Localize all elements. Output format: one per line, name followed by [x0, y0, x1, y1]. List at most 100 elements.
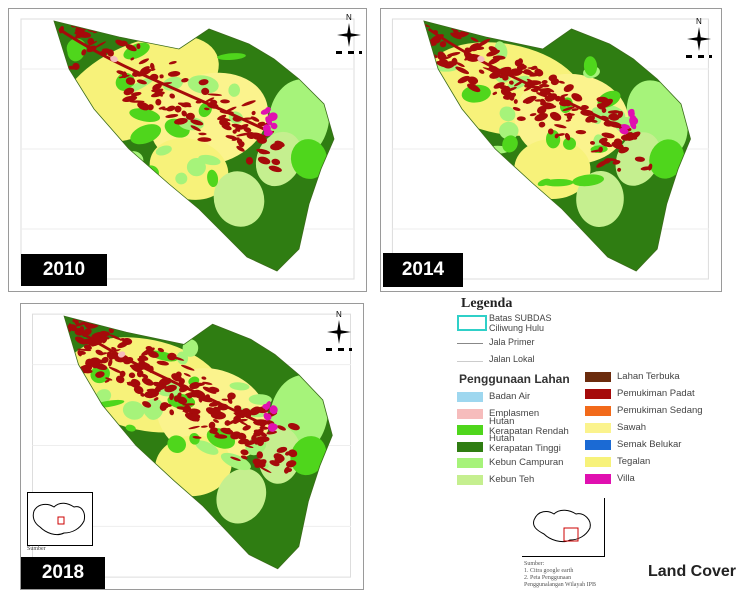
- dense-settlement-patch: [590, 140, 595, 145]
- dense-settlement-patch: [224, 118, 231, 122]
- dense-settlement-patch: [207, 93, 222, 96]
- dense-settlement-patch: [237, 432, 247, 441]
- dense-settlement-patch: [508, 68, 523, 76]
- boundary-swatch: [457, 315, 487, 331]
- local-road-swatch: [457, 361, 483, 362]
- dense-settlement-patch: [414, 17, 419, 24]
- dense-settlement-patch: [221, 124, 232, 131]
- dense-settlement-patch: [74, 320, 79, 325]
- dense-settlement-patch: [190, 119, 204, 126]
- land-cover-map-2018: [31, 313, 351, 578]
- dense-settlement-patch: [236, 138, 243, 145]
- dense-settlement-patch: [451, 22, 460, 27]
- dense-settlement-patch: [502, 75, 509, 81]
- dense-settlement-patch: [527, 67, 539, 70]
- dense-settlement-patch: [198, 79, 209, 86]
- source-block: Sumber: 1. Citra google earth 2. Peta Pe…: [520, 498, 605, 590]
- legend-swatch: [585, 474, 611, 484]
- dense-settlement-patch: [181, 364, 195, 371]
- dense-settlement-patch: [136, 79, 147, 85]
- dense-settlement-patch: [259, 466, 272, 474]
- dense-settlement-patch: [128, 372, 136, 379]
- dense-settlement-patch: [271, 158, 281, 166]
- primary-road-swatch: [457, 343, 483, 344]
- dense-settlement-patch: [612, 159, 621, 165]
- forest-low-density-patch: [167, 435, 187, 454]
- dense-settlement-patch: [227, 397, 233, 404]
- legend-swatch: [585, 406, 611, 416]
- dense-settlement-patch: [167, 71, 181, 77]
- dense-settlement-patch: [209, 429, 220, 436]
- legend-label: Kebun Campuran: [489, 457, 564, 468]
- dense-settlement-patch: [159, 74, 164, 79]
- land-use-patches: [54, 21, 330, 227]
- dense-settlement-patch: [529, 74, 541, 77]
- dense-settlement-patch: [171, 373, 182, 382]
- forest-low-density-patch: [125, 424, 136, 432]
- dense-settlement-patch: [224, 420, 231, 426]
- legend-label: Hutan Kerapatan Rendah: [489, 416, 569, 437]
- dense-settlement-patch: [522, 70, 537, 76]
- dense-settlement-patch: [201, 87, 210, 96]
- forest-low-density-patch: [122, 401, 145, 420]
- forest-low-density-patch: [182, 339, 199, 357]
- land-use-patches: [64, 316, 329, 524]
- legend-swatch: [457, 425, 483, 435]
- dense-settlement-patch: [571, 93, 583, 102]
- dense-settlement-patch: [202, 386, 217, 394]
- forest-low-density-patch: [572, 174, 605, 187]
- dense-settlement-patch: [231, 137, 240, 141]
- dense-settlement-patch: [182, 403, 195, 406]
- dense-settlement-patch: [74, 28, 85, 35]
- dense-settlement-patch: [634, 156, 645, 162]
- dense-settlement-patch: [270, 142, 283, 151]
- dense-settlement-patch: [585, 115, 595, 123]
- dense-settlement-patch: [467, 83, 481, 93]
- source-line-2: 2. Peta Penggunaan: [524, 575, 572, 581]
- dense-settlement-patch: [156, 360, 169, 366]
- boundary-label-2: Ciliwung Hulu: [489, 323, 545, 333]
- dense-settlement-patch: [159, 404, 167, 411]
- dense-settlement-patch: [107, 359, 113, 367]
- dense-settlement-patch: [54, 54, 59, 59]
- dense-settlement-patch: [626, 131, 641, 141]
- dense-settlement-patch: [539, 83, 550, 88]
- dense-settlement-patch: [565, 119, 572, 122]
- dense-settlement-patch: [221, 398, 228, 401]
- dense-settlement-patch: [117, 341, 129, 349]
- forest-low-density-patch: [73, 174, 106, 194]
- dense-settlement-patch: [162, 107, 176, 111]
- forest-low-density-patch: [583, 56, 598, 76]
- land-cover-map-2014: [391, 17, 709, 280]
- source-line-3: Penggunalangan Wilayah IPB: [524, 582, 596, 588]
- dense-settlement-patch: [276, 446, 288, 453]
- dense-settlement-patch: [252, 458, 266, 468]
- dense-settlement-patch: [256, 451, 264, 459]
- emplasmen-patch: [477, 55, 485, 63]
- primary-road: [68, 323, 266, 427]
- dense-settlement-patch: [504, 86, 517, 93]
- north-arrow: N: [334, 11, 364, 59]
- dense-settlement-patch: [83, 328, 92, 336]
- dense-settlement-patch: [86, 40, 98, 47]
- dense-settlement-patch: [423, 23, 431, 28]
- dense-settlement-patch: [151, 91, 165, 98]
- villa-patch: [269, 425, 275, 432]
- dense-settlement-patch: [126, 382, 141, 390]
- dense-settlement-patch: [640, 166, 652, 171]
- dense-settlement-patch: [509, 80, 514, 85]
- dense-settlement-patch: [513, 81, 523, 87]
- dense-settlement-patch: [101, 356, 109, 364]
- inset-locator-map: [27, 492, 93, 546]
- dense-settlement-patch: [108, 354, 118, 360]
- legend-swatch: [457, 392, 483, 402]
- villa-patch: [619, 127, 629, 135]
- dense-settlement-patch: [115, 375, 125, 384]
- legend-label: Badan Air: [489, 391, 531, 402]
- dense-settlement-patch: [208, 421, 216, 430]
- forest-low-density-patch: [220, 452, 251, 471]
- dense-settlement-patch: [243, 127, 252, 133]
- dense-settlement-patch: [98, 336, 108, 342]
- dense-settlement-patch: [210, 99, 218, 105]
- legend-label: Lahan Terbuka: [617, 371, 680, 382]
